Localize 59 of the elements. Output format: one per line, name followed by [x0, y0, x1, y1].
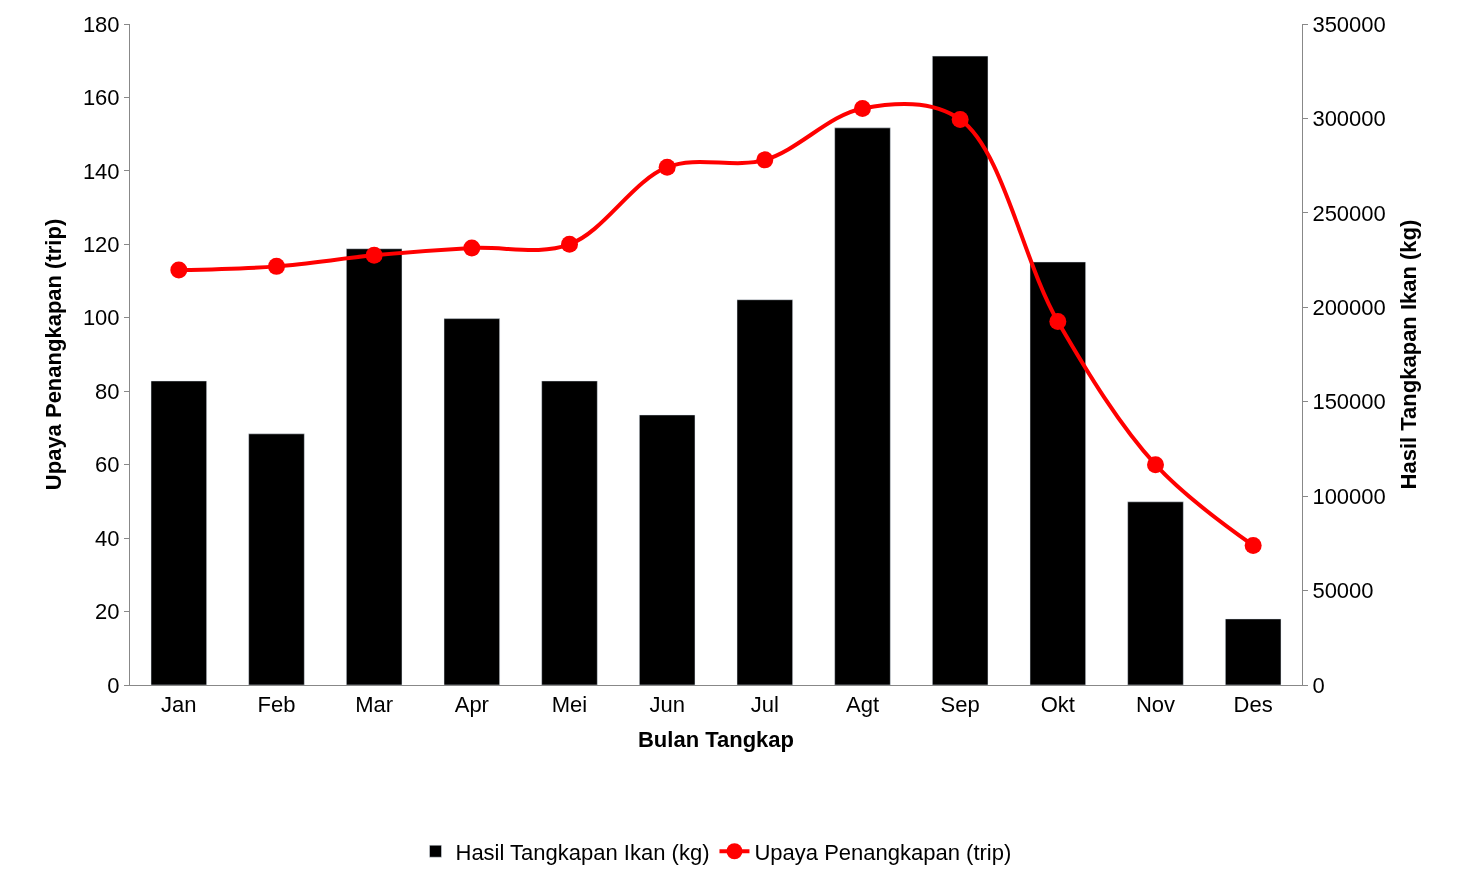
- point: [1147, 456, 1164, 474]
- point: [1244, 536, 1262, 554]
- y-tick-label: 180: [82, 11, 120, 37]
- point: [170, 261, 188, 279]
- y-tick-label: 120: [82, 232, 120, 258]
- point: [268, 257, 285, 275]
- y2-tick-label: 0: [1312, 672, 1325, 698]
- x-tick-label: Mei: [551, 692, 588, 718]
- point: [658, 158, 676, 176]
- x-tick-label: Jul: [750, 692, 779, 718]
- y-tick-label: 60: [95, 452, 120, 478]
- x-tick-label: Jun: [649, 692, 685, 718]
- y2-tick-label: 50000: [1312, 578, 1374, 604]
- x-tick-label: Feb: [257, 692, 296, 718]
- y-tick-label: 100: [82, 305, 120, 331]
- x-tick-label: Sep: [940, 692, 980, 718]
- point: [951, 110, 969, 128]
- x-tick-label: Okt: [1040, 692, 1075, 718]
- bar: [639, 414, 696, 685]
- x-tick-label: Mar: [355, 692, 394, 718]
- bar: [834, 127, 891, 685]
- x-axis-title: Bulan Tangkap: [637, 727, 795, 753]
- y-tick-label: 0: [107, 672, 120, 698]
- y2-tick-label: 350000: [1312, 11, 1386, 37]
- legend-label: Hasil Tangkapan Ikan (kg): [455, 839, 710, 865]
- y2-tick-label: 150000: [1312, 389, 1386, 415]
- x-tick-label: Nov: [1135, 692, 1176, 718]
- point: [561, 235, 578, 253]
- bar: [541, 380, 598, 685]
- point: [1049, 312, 1067, 330]
- y2-tick-label: 300000: [1312, 106, 1386, 132]
- bar: [932, 55, 989, 685]
- bar: [443, 318, 500, 685]
- y-tick-label: 40: [95, 525, 120, 551]
- point: [756, 151, 774, 169]
- y-tick-label: 80: [95, 378, 120, 404]
- y-tick-label: 140: [82, 158, 120, 184]
- bar: [346, 248, 403, 685]
- bar: [1225, 618, 1282, 685]
- bar: [248, 433, 305, 685]
- x-tick-label: Apr: [454, 692, 489, 718]
- y-tick-label: 20: [95, 599, 120, 625]
- bar: [736, 299, 793, 685]
- point: [463, 239, 481, 257]
- y2-tick-label: 200000: [1312, 294, 1386, 320]
- x-tick-label: Jan: [161, 692, 197, 718]
- y2-axis-title: Hasil Tangkapan Ikan (kg): [1395, 219, 1421, 490]
- y2-tick-label: 250000: [1312, 200, 1386, 226]
- legend-label: Upaya Penangkapan (trip): [754, 839, 1012, 865]
- bar: [1127, 501, 1184, 685]
- y-axis-title: Upaya Penangkapan (trip): [40, 218, 66, 491]
- point: [365, 246, 383, 264]
- x-tick-label: Agt: [845, 692, 880, 718]
- y2-tick-label: 100000: [1312, 483, 1386, 509]
- bar: [150, 380, 207, 685]
- point: [854, 99, 871, 117]
- y-tick-label: 160: [82, 85, 120, 111]
- bar: [1029, 261, 1086, 685]
- x-tick-label: Des: [1233, 692, 1273, 718]
